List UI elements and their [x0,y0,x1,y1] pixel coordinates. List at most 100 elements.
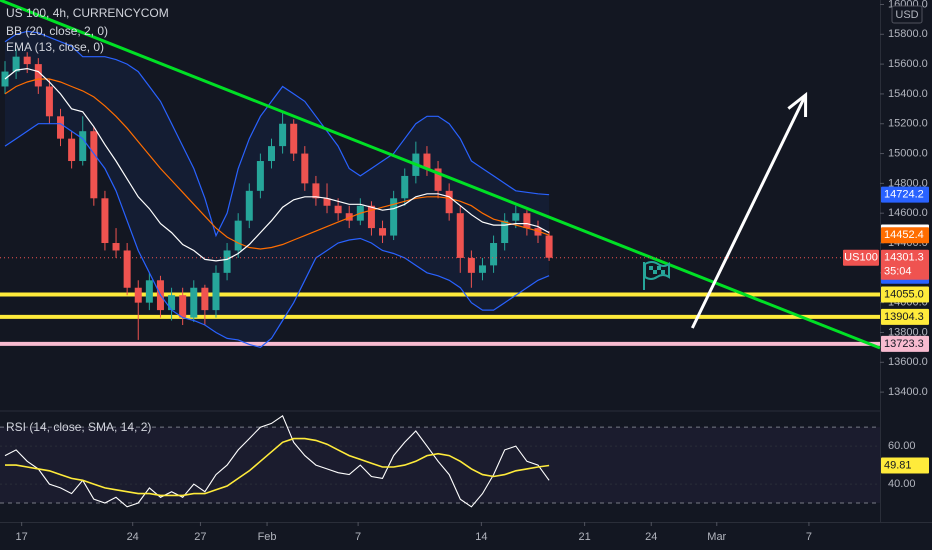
candle-body [523,213,531,229]
candle-body [467,257,475,273]
candle-body [290,123,298,154]
candle-body [501,220,509,244]
y-tick-label: 15200.0 [888,118,928,130]
y-tick-label: 14600.0 [888,207,928,219]
candle-body [123,250,131,288]
candle-body [334,205,342,214]
x-tick-label: 14 [475,531,487,543]
trend-line [0,0,881,350]
candle-body [267,146,275,162]
candle-body [312,183,320,199]
candle-body [190,287,198,318]
candle-body [367,205,375,229]
indicator-line [4,123,550,349]
axis-tag-bg [881,249,929,280]
rsi-band [0,427,880,504]
candle-body [379,228,387,236]
rsi-legend: RSI (14, close, SMA, 14, 2) [6,420,151,434]
indicator-line [4,78,550,250]
candle-body [534,228,542,236]
candle-body [423,153,431,169]
axis-tag-bg [881,457,929,474]
candle-body [68,138,76,162]
x-tick-label: 7 [355,531,361,543]
bb-fill [4,31,550,348]
rsi-line [5,437,550,497]
candle-body [279,123,287,147]
candle-body [478,265,486,273]
candle-body [12,56,20,72]
indicator-legend: EMA (13, close, 0) [6,40,104,54]
x-tick-label: 21 [579,531,591,543]
indicator-line [4,30,550,238]
candle-body [434,168,442,191]
currency-badge [891,5,923,24]
y-tick-label: 13600.0 [888,356,928,368]
x-tick-label: Feb [258,531,277,543]
candle-body [512,213,520,221]
arrow [690,94,807,329]
x-tick-label: 24 [645,531,657,543]
axis-tag: 14301.3 [884,252,924,264]
axis-tag: 13723.3 [884,338,924,350]
candle-body [212,272,220,311]
y-tick-label: 15000.0 [888,147,928,159]
axis-tag-bg [881,186,929,203]
y-tick-label: 13400.0 [888,386,928,398]
candle-body [490,243,498,266]
axis-tag-bg [881,286,929,303]
axis-tag: 49.81 [884,459,912,471]
candle-body [201,287,209,311]
symbol-tag-bg [843,249,879,266]
candle-body [45,86,53,117]
candle-body [57,116,65,139]
candle-body [234,220,242,251]
currency: USD [895,9,918,21]
candle-body [245,190,253,221]
axis-tag-bg [881,308,929,325]
candle-body [401,175,409,199]
axis-tag-bg [881,227,929,244]
candle-body [390,198,398,236]
candle-body [90,131,98,199]
countdown: 35:04 [884,266,912,278]
candle-body [345,213,353,221]
candle-body [1,71,9,87]
x-tick-label: Mar [707,531,726,543]
y-tick-label: 13800.0 [888,326,928,338]
indicator-legend: BB (20, close, 2, 0) [6,24,108,38]
y-tick-label: 15400.0 [888,88,928,100]
x-tick-label: 24 [127,531,139,543]
y-tick-label: 14800.0 [888,177,928,189]
symbol-tag: US100 [844,252,878,264]
candle-body [79,131,87,162]
axis-tag: 14452.4 [884,229,924,241]
candle-body [23,56,31,65]
candle-body [323,198,331,206]
candle-body [145,280,153,303]
candle-body [134,287,142,303]
candle-body [301,153,309,184]
y-tick-label: 16000.0 [888,0,928,10]
candle-body [456,213,464,258]
candle-body [34,64,42,87]
axis-tag: 14724.2 [884,189,924,201]
candle-body [179,295,187,318]
candle-body [545,235,553,258]
x-tick-label: 27 [194,531,206,543]
candle-body [445,190,453,214]
axis-tags: 14724.214470.214452.414180.714055.013904… [843,186,929,474]
indicator-line [4,67,550,262]
candle-body [101,198,109,244]
candle-body [168,295,176,311]
candle-body [112,243,120,251]
y-tick-label: 15800.0 [888,28,928,40]
axis-tag-bg [881,335,929,352]
axis-tag: 13904.3 [884,311,924,323]
rsi-line [4,414,550,508]
flag-icon [643,261,670,290]
y-tick-label: 15600.0 [888,58,928,70]
